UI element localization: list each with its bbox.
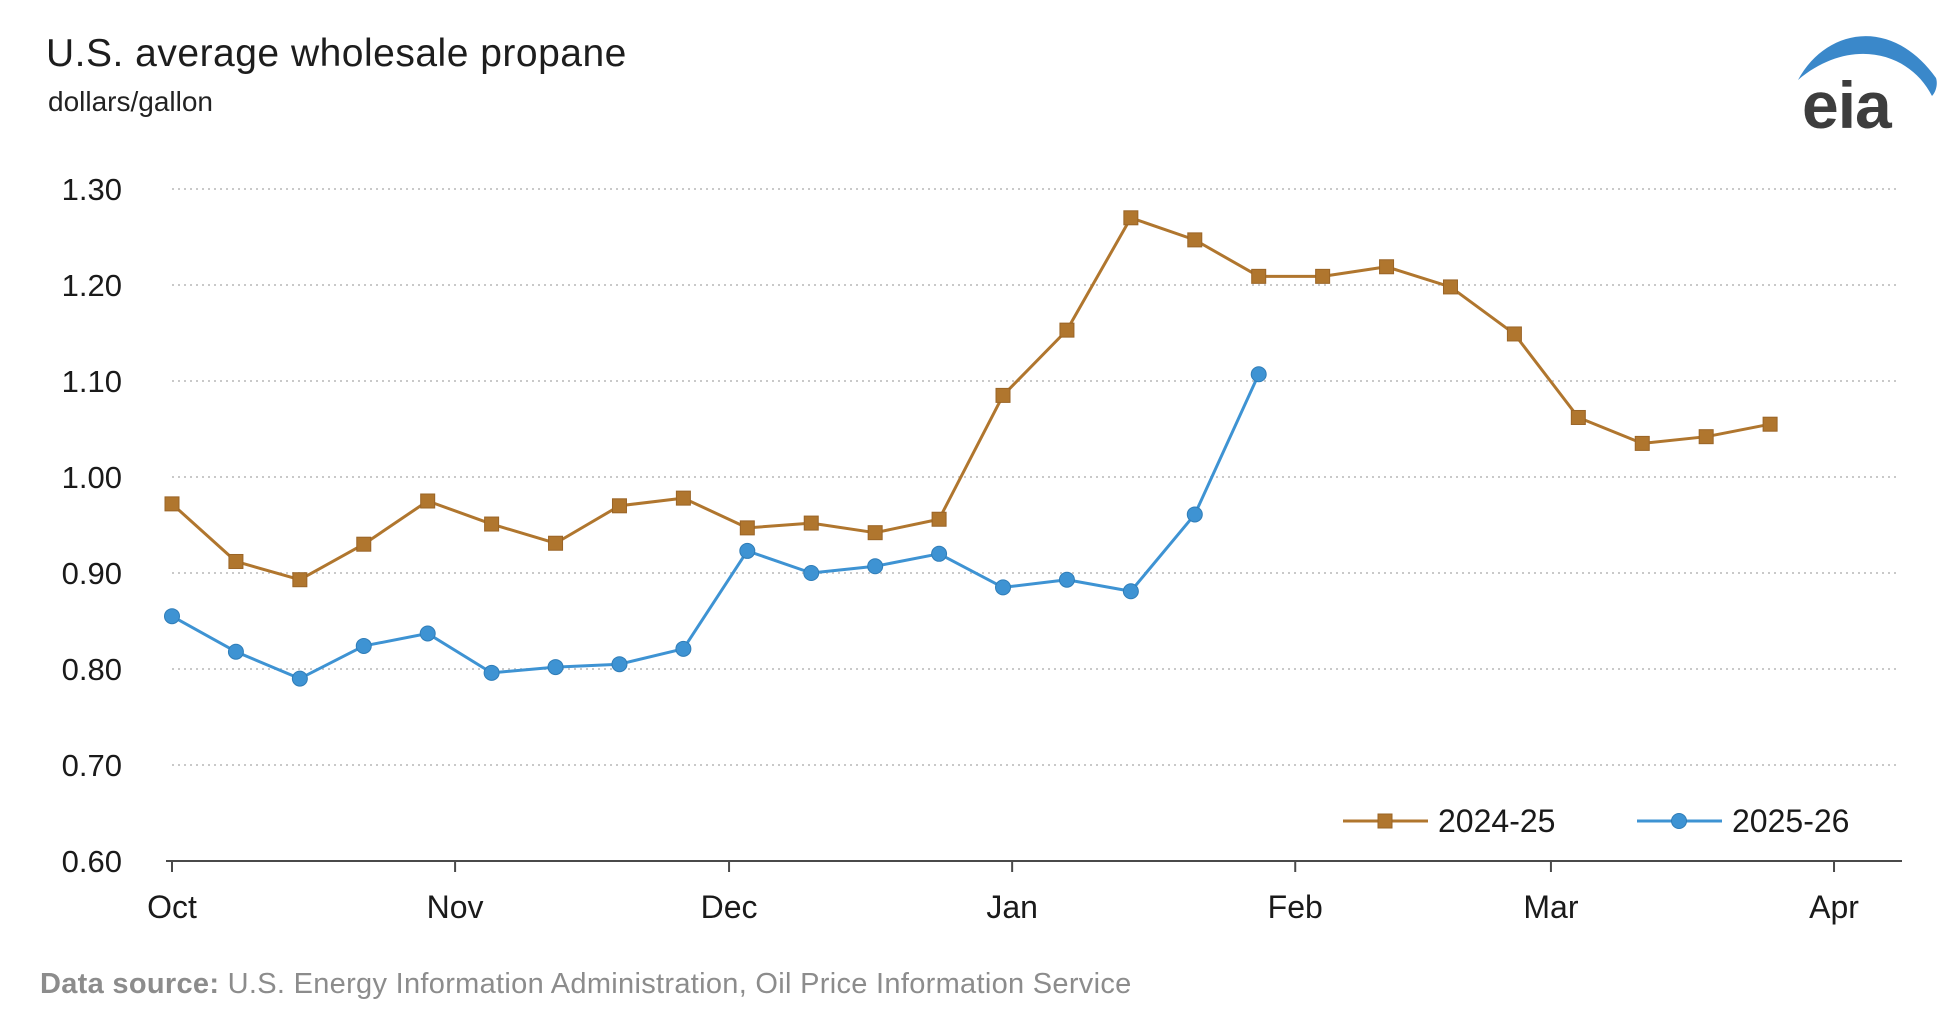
data-point-2024-25: [1634, 435, 1650, 451]
eia-swoosh: [1798, 36, 1937, 96]
data-point-2024-25: [420, 493, 436, 509]
eia-logo-text: eia: [1802, 68, 1893, 140]
y-tick-label: 0.60: [62, 844, 122, 879]
data-point-2024-25: [1251, 268, 1267, 284]
data-point-2025-26: [227, 643, 244, 660]
data-point-2025-26: [931, 545, 948, 562]
data-point-2025-26: [1186, 506, 1203, 523]
data-point-2025-26: [1122, 583, 1139, 600]
x-tick-label: Dec: [701, 889, 758, 925]
chart-units-subtitle: dollars/gallon: [48, 86, 213, 117]
eia-logo-graphic: eia: [1798, 36, 1937, 142]
data-point-2025-26: [419, 625, 436, 642]
data-point-2024-25: [228, 553, 244, 569]
y-tick-label: 1.00: [62, 460, 122, 495]
data-point-2024-25: [292, 572, 308, 588]
data-point-2024-25: [1187, 232, 1203, 248]
x-tick-label: Oct: [147, 889, 197, 925]
data-point-2025-26: [995, 579, 1012, 596]
x-tick-label: Apr: [1809, 889, 1859, 925]
y-tick-label: 0.90: [62, 556, 122, 591]
data-point-2024-25: [1379, 259, 1395, 275]
data-point-2025-26: [483, 664, 500, 681]
data-point-2024-25: [1570, 409, 1586, 425]
data-point-2025-26: [739, 542, 756, 559]
data-point-2025-26: [803, 565, 820, 581]
data-point-2024-25: [931, 511, 947, 527]
data-source-label: Data source:: [40, 968, 220, 1000]
data-point-2024-25: [164, 496, 180, 512]
y-tick-label: 0.70: [62, 748, 122, 783]
data-source-text: U.S. Energy Information Administration, …: [219, 968, 1132, 1000]
data-source-note: Data source: U.S. Energy Information Adm…: [40, 968, 1132, 1001]
data-point-2024-25: [1315, 268, 1331, 284]
legend-swatch-marker: [1671, 813, 1687, 829]
y-tick-label: 0.80: [62, 652, 122, 687]
x-tick-label: Mar: [1523, 889, 1578, 925]
data-point-2024-25: [1762, 416, 1778, 432]
data-point-2024-25: [1506, 326, 1522, 342]
data-point-2025-26: [1058, 571, 1075, 588]
series-line-2024-25: [170, 216, 1771, 582]
y-tick-label: 1.10: [62, 364, 122, 399]
data-point-2024-25: [1442, 279, 1458, 295]
x-tick-label: Nov: [427, 889, 484, 925]
data-point-2024-25: [1123, 210, 1139, 226]
data-point-2025-26: [355, 637, 372, 654]
data-point-2025-26: [1250, 366, 1267, 383]
data-point-2025-26: [611, 656, 628, 673]
data-point-2024-25: [356, 536, 372, 552]
data-point-2024-25: [675, 490, 691, 506]
data-point-2025-26: [164, 608, 180, 625]
data-point-2025-26: [867, 558, 884, 575]
y-tick-label: 1.20: [62, 268, 122, 303]
data-point-2025-26: [547, 659, 564, 676]
x-tick-label: Feb: [1268, 889, 1323, 925]
data-point-2025-26: [291, 670, 308, 687]
y-tick-label: 1.30: [62, 172, 122, 207]
data-point-2024-25: [867, 525, 883, 541]
data-point-2024-25: [739, 520, 755, 536]
data-point-2024-25: [484, 516, 500, 532]
data-point-2024-25: [1698, 429, 1714, 445]
data-point-2025-26: [675, 640, 692, 657]
eia-logo: eia: [1788, 22, 1944, 142]
legend-label-2025-26: 2025-26: [1732, 803, 1849, 839]
series-line-2025-26: [171, 373, 1261, 681]
legend-label-2024-25: 2024-25: [1438, 803, 1555, 839]
data-point-2024-25: [611, 498, 627, 514]
data-point-2024-25: [548, 535, 564, 551]
chart-title: U.S. average wholesale propane: [46, 32, 627, 75]
legend-swatch-marker: [1377, 813, 1393, 829]
data-point-2024-25: [995, 387, 1011, 403]
data-point-2024-25: [803, 515, 819, 531]
data-point-2024-25: [1059, 322, 1075, 338]
x-tick-label: Jan: [986, 889, 1038, 925]
